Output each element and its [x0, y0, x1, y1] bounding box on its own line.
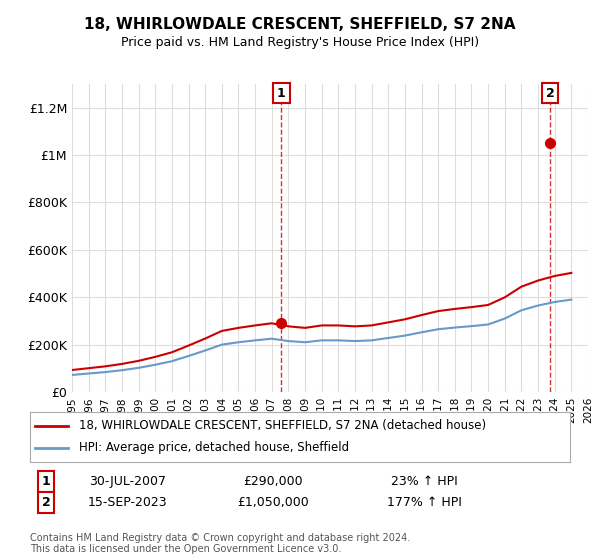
Text: Contains HM Land Registry data © Crown copyright and database right 2024.
This d: Contains HM Land Registry data © Crown c… [30, 533, 410, 554]
Text: HPI: Average price, detached house, Sheffield: HPI: Average price, detached house, Shef… [79, 441, 349, 454]
Text: 2: 2 [545, 87, 554, 100]
Text: 2: 2 [42, 496, 50, 509]
Text: 18, WHIRLOWDALE CRESCENT, SHEFFIELD, S7 2NA (detached house): 18, WHIRLOWDALE CRESCENT, SHEFFIELD, S7 … [79, 419, 486, 432]
Text: £290,000: £290,000 [243, 475, 303, 488]
Text: 30-JUL-2007: 30-JUL-2007 [89, 475, 166, 488]
Text: 23% ↑ HPI: 23% ↑ HPI [391, 475, 458, 488]
Text: 1: 1 [42, 475, 50, 488]
Text: 15-SEP-2023: 15-SEP-2023 [88, 496, 167, 509]
Text: 177% ↑ HPI: 177% ↑ HPI [387, 496, 461, 509]
Text: 18, WHIRLOWDALE CRESCENT, SHEFFIELD, S7 2NA: 18, WHIRLOWDALE CRESCENT, SHEFFIELD, S7 … [84, 17, 516, 32]
Text: Price paid vs. HM Land Registry's House Price Index (HPI): Price paid vs. HM Land Registry's House … [121, 36, 479, 49]
Text: £1,050,000: £1,050,000 [237, 496, 309, 509]
Text: 1: 1 [277, 87, 286, 100]
